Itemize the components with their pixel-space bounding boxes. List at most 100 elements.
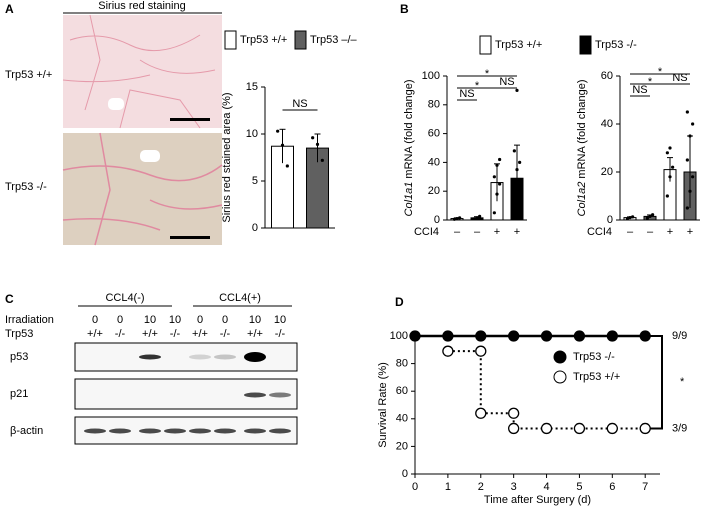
x-tick-label: + (687, 226, 693, 238)
scale-bar (170, 236, 210, 239)
x-tick-label: 6 (609, 481, 615, 493)
data-point (625, 217, 629, 221)
lane-label: 10 (144, 314, 156, 326)
band (269, 428, 291, 434)
y-tick-label: 100 (390, 330, 408, 342)
fiber (62, 14, 216, 129)
data-point (478, 214, 482, 218)
marker (540, 330, 553, 342)
x-tick-label: + (494, 226, 500, 238)
panel-label: D (395, 295, 404, 309)
data-point (455, 216, 459, 221)
band (269, 392, 291, 398)
x-tick-label: 0 (412, 481, 418, 493)
marker (606, 422, 618, 435)
row-label: Irradiation (5, 314, 54, 326)
sig-bracket (650, 335, 663, 430)
band (189, 428, 211, 434)
y-tick-label: 80 (396, 358, 408, 370)
band (84, 428, 106, 434)
legend-marker (553, 370, 567, 384)
y-tick-label: 15 (246, 81, 258, 93)
band (244, 428, 266, 434)
vessel (108, 98, 124, 110)
data-point (691, 122, 695, 126)
data-point (515, 168, 519, 172)
data-point (688, 189, 692, 193)
data-point (512, 211, 516, 215)
data-point (512, 178, 516, 182)
lane-label: 10 (274, 314, 286, 326)
y-tick-label: 100 (422, 70, 440, 82)
y-tick-label: 60 (396, 385, 408, 397)
legend-swatch (294, 30, 307, 50)
data-point (668, 175, 672, 179)
panel-label: A (5, 2, 14, 16)
sig-label: NS (459, 88, 474, 100)
lane-label: 0 (222, 314, 228, 326)
x-tick-label: – (474, 226, 481, 238)
band (214, 354, 236, 360)
lane-label: -/- (275, 328, 286, 340)
data-point (685, 158, 689, 162)
data-point (668, 146, 672, 150)
gene-name: Col1a2 (576, 182, 588, 217)
x-tick-label: 3 (511, 481, 517, 493)
y-tick-label: 0 (607, 214, 613, 226)
marker (475, 330, 487, 342)
legend-label: Trp53 +/+ (573, 371, 620, 383)
y-tick-label: 80 (428, 99, 440, 111)
data-point (276, 129, 280, 133)
marker (508, 422, 520, 435)
group-label: CCL4(-) (105, 292, 144, 304)
histology-image (63, 133, 222, 245)
lane-label: 10 (169, 314, 181, 326)
y-tick-label: 20 (601, 166, 613, 178)
band (139, 354, 161, 360)
marker (639, 330, 651, 342)
x-tick-label: – (454, 226, 461, 238)
y-axis-label: Sirius red stained area (%) (221, 92, 233, 222)
band (189, 354, 211, 360)
row-label: Trp53 -/- (5, 181, 47, 193)
data-point (691, 175, 695, 179)
lane-label: +/+ (142, 328, 158, 340)
sig-label: * (475, 80, 480, 92)
lane-label: 0 (117, 314, 123, 326)
data-point (320, 158, 324, 162)
gene-name: Col1a1 (403, 182, 415, 217)
legend-swatch (579, 35, 592, 55)
fiber (62, 132, 223, 246)
y-tick-label: 60 (601, 70, 613, 82)
bands (84, 352, 291, 434)
sig-label: NS (672, 72, 687, 84)
sig-label: * (658, 66, 663, 78)
label-text: Sirius red stained area (%) (221, 92, 233, 222)
band-label: p53 (10, 351, 28, 363)
y-tick-label: 40 (428, 156, 440, 168)
sig-label: * (485, 68, 490, 80)
data-point (498, 157, 502, 162)
vessel (140, 150, 160, 162)
marker (540, 422, 553, 435)
lane-label: -/- (115, 328, 126, 340)
marker (409, 330, 421, 342)
y-axis-label: Col1a2 mRNA (fold change) (576, 80, 588, 217)
row-label: Trp53 +/+ (5, 69, 52, 81)
lane-label: +/+ (247, 328, 263, 340)
marker (475, 345, 487, 357)
annotation: 9/9 (672, 330, 687, 342)
data-point (651, 213, 655, 217)
histology-image (63, 15, 222, 128)
legend-label: Trp53 –/– (310, 34, 358, 46)
data-point (645, 216, 649, 220)
band (109, 428, 131, 434)
band (139, 428, 161, 434)
lane-label: -/- (220, 328, 231, 340)
y-tick-label: 0 (402, 468, 408, 480)
data-point (280, 143, 285, 147)
panel-label: B (400, 2, 409, 16)
marker (573, 422, 586, 435)
annotation: * (680, 376, 685, 388)
band-label: p21 (10, 388, 28, 400)
